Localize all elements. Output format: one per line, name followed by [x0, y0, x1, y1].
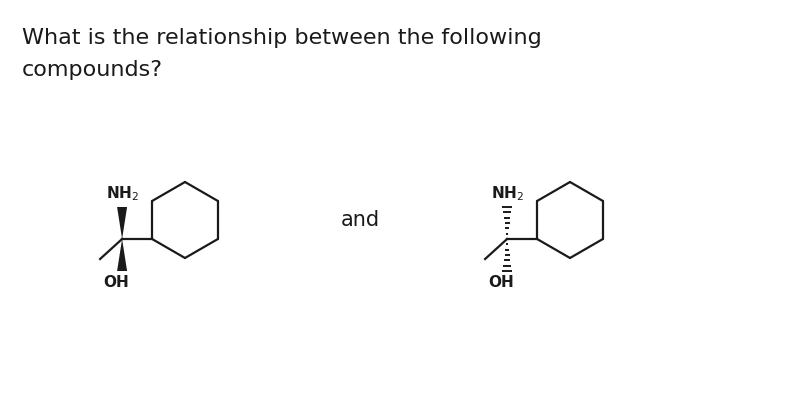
Polygon shape — [117, 207, 127, 239]
Text: OH: OH — [103, 275, 129, 290]
Text: compounds?: compounds? — [22, 60, 163, 80]
Text: What is the relationship between the following: What is the relationship between the fol… — [22, 28, 542, 48]
Polygon shape — [117, 239, 127, 271]
Text: and: and — [341, 210, 380, 230]
Text: NH$_2$: NH$_2$ — [491, 184, 524, 203]
Text: NH$_2$: NH$_2$ — [106, 184, 139, 203]
Text: OH: OH — [488, 275, 514, 290]
